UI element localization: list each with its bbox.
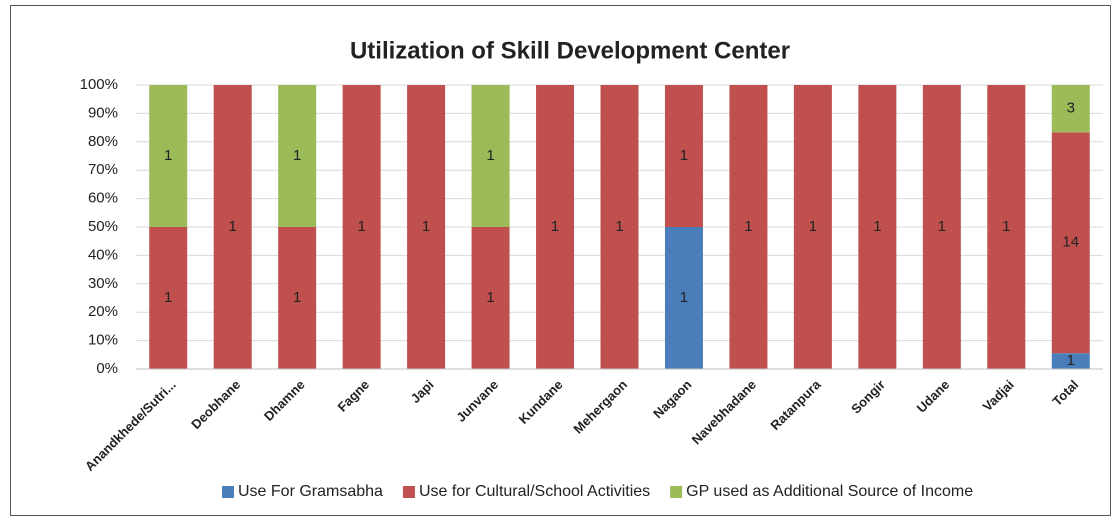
data-label: 1 bbox=[615, 218, 623, 235]
y-tick-label: 80% bbox=[88, 133, 118, 150]
bar-segment bbox=[342, 85, 381, 369]
bar-segment bbox=[278, 85, 317, 227]
legend-swatch bbox=[402, 486, 415, 498]
data-label: 1 bbox=[486, 289, 494, 306]
bar-segment bbox=[664, 85, 703, 227]
data-label: 1 bbox=[1067, 352, 1075, 369]
bar-segment bbox=[664, 227, 703, 369]
data-label: 1 bbox=[680, 289, 688, 306]
bar-segment bbox=[858, 85, 897, 369]
data-label: 1 bbox=[229, 218, 237, 235]
bar-segment bbox=[149, 227, 188, 369]
legend-swatch bbox=[670, 486, 683, 498]
data-label: 1 bbox=[680, 147, 688, 164]
data-label: 1 bbox=[551, 218, 559, 235]
legend-label: GP used as Additional Source of Income bbox=[686, 483, 973, 500]
data-label: 1 bbox=[486, 147, 494, 164]
bar-segment bbox=[729, 85, 768, 369]
legend-label: Use For Gramsabha bbox=[238, 483, 383, 500]
y-tick-label: 60% bbox=[88, 190, 118, 207]
legend-swatch bbox=[222, 486, 234, 498]
bar-segment bbox=[1051, 353, 1090, 369]
y-tick-label: 100% bbox=[80, 76, 118, 93]
data-label: 1 bbox=[873, 218, 881, 235]
bar-segment bbox=[1051, 132, 1090, 354]
bar-segment bbox=[922, 85, 961, 369]
bar-segment bbox=[793, 85, 832, 369]
y-tick-label: 70% bbox=[88, 161, 118, 178]
chart-title: Utilization of Skill Development Center bbox=[350, 37, 790, 64]
bar-segment bbox=[213, 85, 252, 369]
bar-segment bbox=[536, 85, 575, 369]
y-tick-label: 30% bbox=[88, 275, 118, 292]
legend: Use For Gramsabha Use for Cultural/School… bbox=[222, 483, 973, 500]
data-label: 14 bbox=[1062, 234, 1079, 251]
data-label: 1 bbox=[293, 289, 301, 306]
bar-segment bbox=[471, 85, 510, 227]
data-label: 1 bbox=[164, 147, 172, 164]
y-tick-label: 50% bbox=[88, 218, 118, 235]
y-tick-label: 40% bbox=[88, 246, 118, 263]
y-tick-label: 0% bbox=[96, 360, 118, 377]
y-tick-label: 90% bbox=[88, 104, 118, 121]
data-label: 1 bbox=[938, 218, 946, 235]
y-tick-label: 10% bbox=[88, 332, 118, 349]
bar-segment bbox=[600, 85, 639, 369]
y-tick-label: 20% bbox=[88, 303, 118, 320]
bar-segment bbox=[149, 85, 188, 227]
data-label: 1 bbox=[744, 218, 752, 235]
bar-segment bbox=[407, 85, 446, 369]
bar-segment bbox=[278, 227, 317, 369]
legend-label: Use for Cultural/School Activities bbox=[419, 483, 650, 500]
data-label: 3 bbox=[1067, 100, 1075, 117]
data-label: 1 bbox=[293, 147, 301, 164]
bar-segment bbox=[1051, 85, 1090, 133]
bar-segment bbox=[471, 227, 510, 369]
data-label: 1 bbox=[422, 218, 430, 235]
data-label: 1 bbox=[809, 218, 817, 235]
bar-segment bbox=[987, 85, 1026, 369]
data-label: 1 bbox=[164, 289, 172, 306]
data-label: 1 bbox=[1002, 218, 1010, 235]
data-label: 1 bbox=[357, 218, 365, 235]
